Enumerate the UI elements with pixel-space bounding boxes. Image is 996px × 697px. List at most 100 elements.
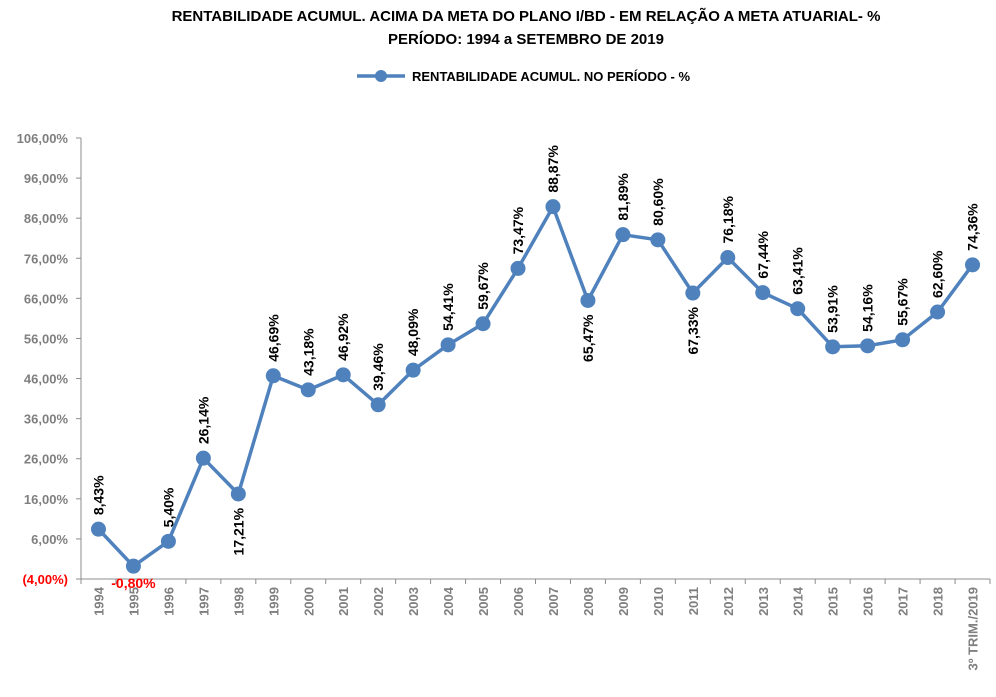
data-label: 74,36% (965, 203, 981, 251)
data-point (965, 257, 981, 273)
data-point (930, 304, 946, 320)
y-tick-label: 36,00% (24, 412, 69, 427)
data-point (825, 339, 841, 355)
data-point (685, 285, 701, 301)
data-label: 80,60% (650, 178, 666, 226)
y-axis-ticks: (4,00%) 6,00% 16,00% 26,00% 36,00% 46,00% 56,0… (17, 131, 81, 587)
data-label: 63,41% (790, 247, 806, 295)
data-point (265, 368, 281, 384)
x-tick-label: 2015 (826, 587, 841, 616)
x-tick-label: 2009 (616, 587, 631, 616)
data-label: 55,67% (895, 278, 911, 326)
data-label: 5,40% (160, 487, 176, 527)
x-tick-label: 1996 (161, 587, 176, 616)
x-tick-label: 2016 (861, 587, 876, 616)
data-point (440, 337, 456, 353)
x-tick-label: 1998 (231, 587, 246, 616)
data-point (615, 227, 631, 243)
x-tick-label: 2003 (406, 587, 421, 616)
data-label: 54,41% (440, 283, 456, 331)
y-tick-label: 86,00% (24, 211, 69, 226)
data-point (160, 533, 176, 549)
data-point (230, 486, 246, 502)
data-point (720, 250, 736, 266)
x-tick-label: 2005 (476, 587, 491, 616)
data-label: 46,69% (265, 314, 281, 362)
data-label: 67,33% (685, 306, 701, 354)
x-tick-label: 2006 (511, 587, 526, 616)
data-label: 54,16% (860, 284, 876, 332)
y-tick-label: 76,00% (24, 251, 69, 266)
data-point (90, 521, 106, 537)
y-tick-label: 26,00% (24, 452, 69, 467)
chart-title: RENTABILIDADE ACUMUL. ACIMA DA META DO P… (172, 7, 881, 25)
data-point (335, 367, 351, 383)
data-point (650, 232, 666, 248)
legend: RENTABILIDADE ACUMUL. NO PERÍODO - % (357, 69, 690, 84)
data-labels: 8,43% -0,80% 5,40% 26,14% 17,21% 46,69% 43,18%… (90, 145, 980, 592)
x-tick-label: 1999 (266, 587, 281, 616)
x-tick-label: 3º TRIM./2019 (966, 587, 981, 671)
data-label: -0,80% (111, 575, 156, 591)
data-label: 67,44% (755, 231, 771, 279)
data-point (195, 450, 211, 466)
x-tick-label: 2013 (756, 587, 771, 616)
data-label: 53,91% (825, 285, 841, 333)
y-tick-label: 96,00% (24, 171, 69, 186)
x-tick-label: 2017 (896, 587, 911, 616)
data-label: 8,43% (90, 475, 106, 515)
y-tick-label: 106,00% (17, 131, 69, 146)
x-axis-ticks: 1994 1995 1996 1997 1998 1999 2000 2001 2002 2003… (80, 579, 991, 671)
data-point (300, 382, 316, 398)
series-polyline (97, 204, 974, 568)
data-label: 65,47% (580, 314, 596, 362)
data-label: 39,46% (370, 343, 386, 391)
x-tick-label: 2008 (581, 587, 596, 616)
y-tick-label: (4,00%) (22, 572, 68, 587)
data-point (475, 316, 491, 332)
data-label: 81,89% (615, 173, 631, 221)
y-tick-label: 46,00% (24, 372, 69, 387)
axes (80, 138, 990, 580)
data-point (580, 292, 596, 308)
x-tick-label: 2007 (546, 587, 561, 616)
data-label: 43,18% (300, 328, 316, 376)
data-label: 26,14% (195, 396, 211, 444)
x-tick-label: 2000 (301, 587, 316, 616)
data-point (755, 285, 771, 301)
data-label: 59,67% (475, 262, 491, 310)
data-point (510, 260, 526, 276)
x-tick-label: 2012 (721, 587, 736, 616)
data-label: 17,21% (230, 507, 246, 555)
x-tick-label: 2018 (931, 587, 946, 616)
data-label: 46,92% (335, 313, 351, 361)
x-tick-label: 2014 (791, 586, 806, 616)
x-tick-label: 1997 (196, 587, 211, 616)
data-point (895, 332, 911, 348)
y-tick-label: 56,00% (24, 331, 69, 346)
x-tick-label: 2004 (441, 586, 456, 616)
data-label: 76,18% (720, 196, 736, 244)
data-label: 88,87% (545, 145, 561, 193)
chart-subtitle: PERÍODO: 1994 a SETEMBRO DE 2019 (388, 31, 664, 48)
data-point (125, 558, 141, 574)
x-tick-label: 1994 (91, 586, 106, 616)
y-tick-label: 16,00% (24, 492, 69, 507)
series-line (90, 199, 981, 574)
legend-dot-marker (375, 70, 387, 82)
data-label: 62,60% (930, 250, 946, 298)
data-point (405, 362, 421, 378)
y-tick-label: 6,00% (31, 532, 68, 547)
data-label: 48,09% (405, 308, 421, 356)
x-tick-label: 1995 (126, 587, 141, 616)
data-label: 73,47% (510, 206, 526, 254)
x-tick-label: 2011 (686, 587, 701, 615)
x-tick-label: 2010 (651, 587, 666, 616)
y-tick-label: 66,00% (24, 291, 69, 306)
data-point (545, 199, 561, 215)
data-point (790, 301, 806, 317)
x-tick-label: 2001 (336, 587, 351, 616)
legend-label: RENTABILIDADE ACUMUL. NO PERÍODO - % (412, 69, 690, 84)
data-point (370, 397, 386, 413)
